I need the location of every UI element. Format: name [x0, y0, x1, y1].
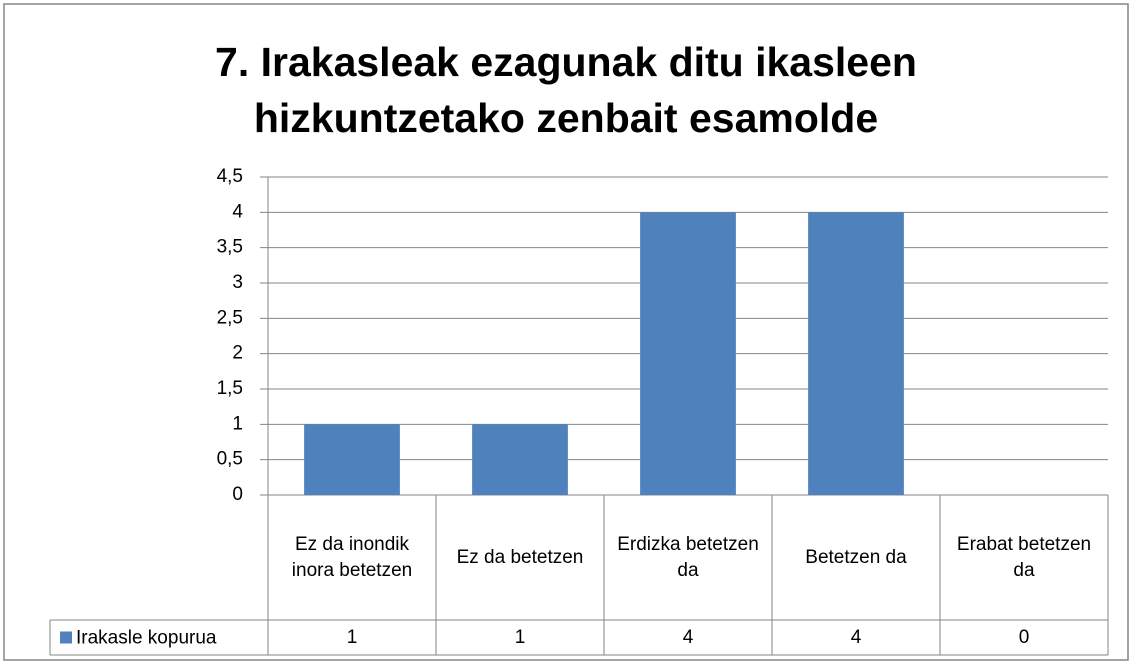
y-tick-label: 4,5 — [217, 166, 243, 187]
table-value: 4 — [850, 626, 862, 648]
table-value: 0 — [1018, 626, 1030, 648]
y-tick-label: 0,5 — [217, 449, 243, 470]
y-tick-label: 2 — [232, 343, 243, 364]
y-tick-label: 2,5 — [217, 307, 243, 328]
table-value: 1 — [514, 626, 526, 648]
bar — [472, 424, 568, 495]
chart-border — [3, 3, 1129, 661]
table-value: 1 — [346, 626, 358, 648]
x-tick-label: Ez da betetzen — [456, 546, 584, 568]
bar — [640, 212, 736, 496]
y-tick-label: 3 — [232, 272, 243, 293]
legend-swatch — [60, 631, 72, 644]
chart-title: 7. Irakasleak ezagunak ditu ikasleen hiz… — [215, 39, 917, 141]
x-tick-label: Erabat betetzen da — [956, 533, 1092, 581]
table-value: 4 — [682, 626, 694, 648]
y-tick-label: 1 — [232, 413, 243, 434]
y-tick-label: 0 — [232, 484, 243, 505]
bar — [304, 424, 400, 495]
legend-label: Irakasle kopurua — [76, 628, 217, 649]
y-tick-label: 4 — [232, 201, 243, 222]
x-tick-label: Ez da inondik inora betetzen — [291, 533, 413, 581]
y-tick-label: 3,5 — [217, 237, 243, 258]
x-tick-label: Betetzen da — [805, 546, 907, 568]
x-tick-label: Erdizka betetzen da — [617, 533, 759, 581]
y-tick-label: 1,5 — [217, 378, 243, 399]
bar — [808, 212, 904, 496]
